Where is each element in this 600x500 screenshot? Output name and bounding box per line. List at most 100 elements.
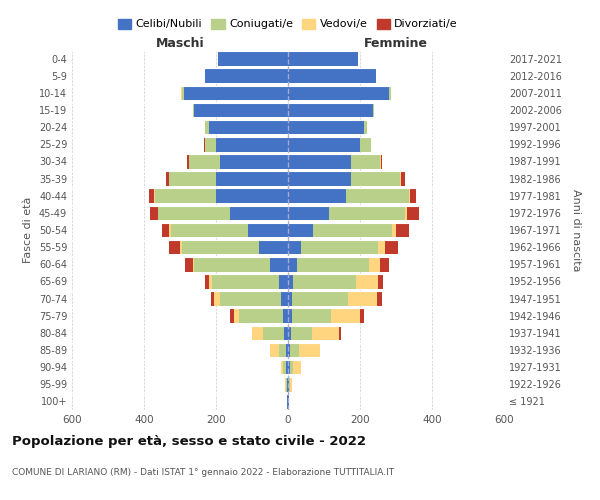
Bar: [171, 222, 248, 238]
Bar: [194, 257, 270, 272]
Bar: [169, 172, 216, 186]
Bar: [301, 240, 378, 254]
Bar: [288, 206, 329, 220]
Bar: [293, 274, 356, 288]
Bar: [288, 137, 360, 152]
Bar: [239, 308, 283, 323]
Bar: [270, 257, 288, 272]
Bar: [151, 206, 158, 220]
Bar: [360, 137, 371, 152]
Bar: [205, 120, 209, 134]
Bar: [385, 240, 398, 254]
Bar: [283, 308, 288, 323]
Bar: [193, 102, 194, 118]
Bar: [205, 274, 209, 288]
Bar: [281, 292, 288, 306]
Bar: [290, 342, 299, 357]
Bar: [288, 188, 346, 203]
Bar: [288, 68, 376, 83]
Bar: [288, 154, 351, 168]
Bar: [288, 326, 291, 340]
Bar: [288, 120, 364, 134]
Bar: [293, 360, 301, 374]
Bar: [209, 120, 288, 134]
Bar: [283, 360, 286, 374]
Bar: [284, 326, 288, 340]
Bar: [189, 154, 220, 168]
Bar: [389, 86, 391, 100]
Bar: [288, 240, 301, 254]
Bar: [356, 274, 378, 288]
Bar: [288, 377, 289, 392]
Bar: [182, 86, 184, 100]
Bar: [166, 172, 169, 186]
Bar: [185, 257, 193, 272]
Bar: [193, 257, 194, 272]
Bar: [214, 292, 220, 306]
Bar: [187, 154, 189, 168]
Bar: [288, 292, 292, 306]
Bar: [409, 188, 410, 203]
Bar: [184, 86, 288, 100]
Y-axis label: Anni di nascita: Anni di nascita: [571, 188, 581, 271]
Bar: [181, 86, 182, 100]
Bar: [154, 188, 155, 203]
Bar: [288, 172, 351, 186]
Bar: [400, 172, 401, 186]
Bar: [259, 240, 288, 254]
Bar: [279, 342, 286, 357]
Bar: [351, 154, 380, 168]
Bar: [288, 274, 293, 288]
Bar: [234, 308, 239, 323]
Bar: [410, 188, 416, 203]
Bar: [216, 137, 288, 152]
Bar: [292, 292, 348, 306]
Bar: [290, 360, 293, 374]
Bar: [158, 206, 230, 220]
Bar: [407, 206, 419, 220]
Bar: [182, 240, 259, 254]
Bar: [392, 222, 396, 238]
Bar: [279, 274, 288, 288]
Bar: [373, 102, 374, 118]
Bar: [230, 308, 234, 323]
Bar: [218, 52, 288, 66]
Bar: [360, 308, 364, 323]
Bar: [209, 274, 212, 288]
Bar: [248, 222, 288, 238]
Bar: [263, 326, 284, 340]
Y-axis label: Fasce di età: Fasce di età: [23, 197, 33, 263]
Bar: [292, 308, 331, 323]
Bar: [220, 154, 288, 168]
Bar: [194, 102, 288, 118]
Bar: [286, 377, 287, 392]
Bar: [380, 154, 382, 168]
Bar: [230, 206, 288, 220]
Bar: [162, 222, 169, 238]
Bar: [216, 188, 288, 203]
Bar: [285, 377, 286, 392]
Bar: [216, 172, 288, 186]
Bar: [205, 68, 288, 83]
Bar: [364, 120, 367, 134]
Bar: [299, 342, 320, 357]
Bar: [286, 342, 288, 357]
Bar: [220, 292, 281, 306]
Bar: [396, 222, 409, 238]
Bar: [331, 308, 360, 323]
Legend: Celibi/Nubili, Coniugati/e, Vedovi/e, Divorziati/e: Celibi/Nubili, Coniugati/e, Vedovi/e, Di…: [113, 14, 463, 34]
Bar: [405, 206, 407, 220]
Bar: [288, 394, 289, 408]
Bar: [401, 172, 405, 186]
Bar: [270, 342, 279, 357]
Bar: [252, 326, 263, 340]
Text: Femmine: Femmine: [364, 37, 428, 50]
Bar: [313, 222, 392, 238]
Bar: [288, 52, 358, 66]
Bar: [169, 222, 171, 238]
Bar: [329, 206, 405, 220]
Text: COMUNE DI LARIANO (RM) - Dati ISTAT 1° gennaio 2022 - Elaborazione TUTTITALIA.IT: COMUNE DI LARIANO (RM) - Dati ISTAT 1° g…: [12, 468, 394, 477]
Bar: [340, 326, 341, 340]
Bar: [288, 342, 290, 357]
Bar: [346, 188, 409, 203]
